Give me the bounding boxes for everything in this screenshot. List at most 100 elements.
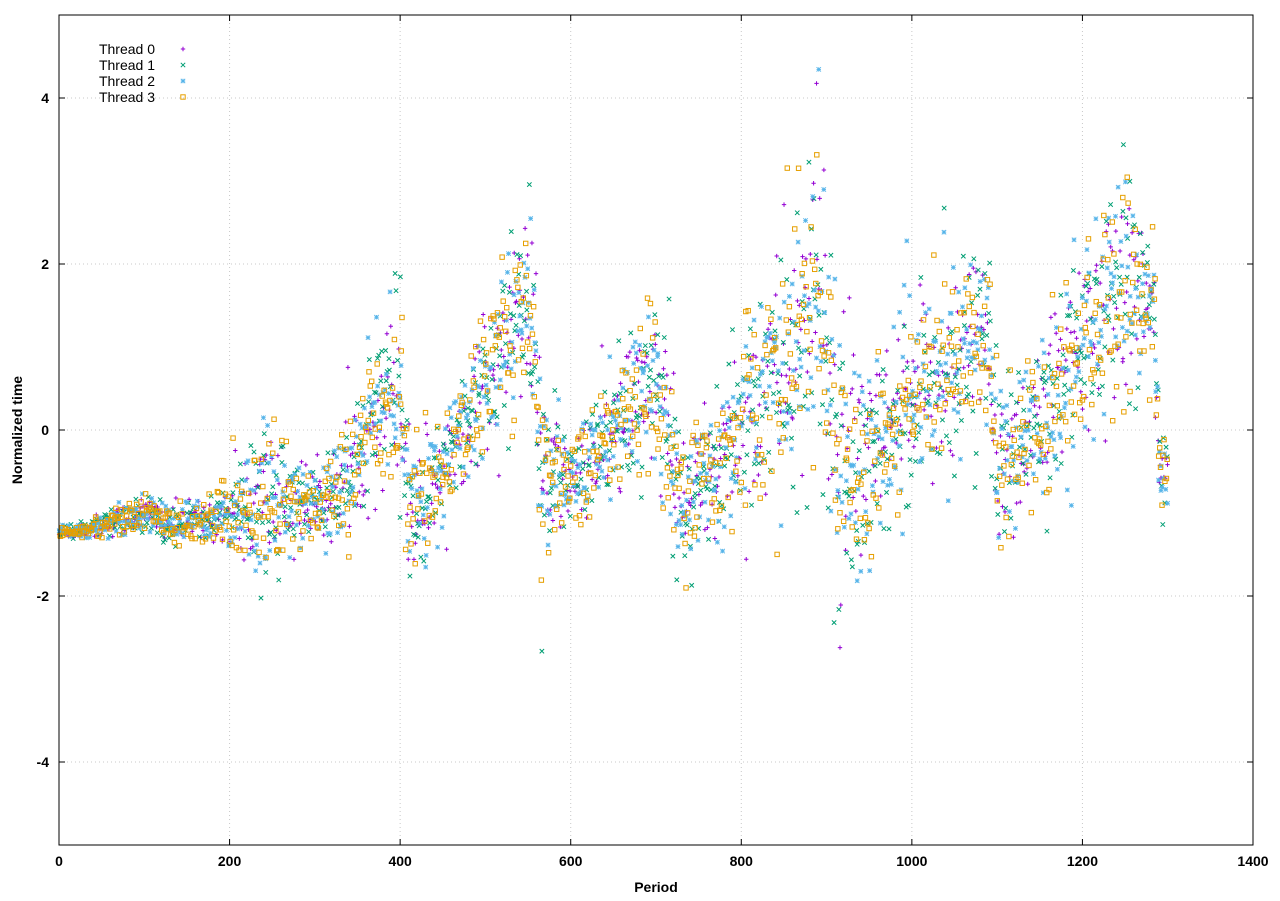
- data-point: [234, 516, 238, 520]
- data-point: [715, 384, 719, 388]
- data-point: [1109, 286, 1113, 290]
- data-point: [463, 452, 467, 456]
- data-point: [140, 530, 144, 534]
- data-point: [945, 352, 949, 356]
- data-point: [743, 400, 747, 404]
- data-point: [693, 479, 697, 483]
- data-point: [981, 343, 985, 347]
- data-point: [509, 317, 513, 321]
- data-point: [979, 314, 983, 318]
- data-point: [901, 355, 905, 359]
- data-point: [1064, 292, 1068, 296]
- data-point: [1058, 337, 1062, 341]
- data-point: [598, 465, 602, 469]
- data-point: [1135, 337, 1139, 341]
- data-point: [912, 445, 916, 449]
- data-point: [458, 446, 462, 450]
- data-point: [855, 528, 859, 532]
- data-point: [1063, 401, 1067, 405]
- data-point: [821, 344, 825, 348]
- data-point: [393, 436, 397, 440]
- data-point: [1134, 308, 1138, 312]
- data-point: [1031, 472, 1035, 476]
- data-point: [556, 438, 560, 442]
- data-point: [1083, 425, 1087, 429]
- data-point: [424, 553, 428, 557]
- data-point: [973, 485, 977, 489]
- data-point: [946, 499, 950, 503]
- data-point: [807, 296, 811, 300]
- data-point: [512, 418, 516, 422]
- data-point: [1147, 294, 1151, 298]
- data-point: [324, 551, 328, 555]
- data-point: [850, 387, 854, 391]
- series-3: [58, 153, 1169, 590]
- data-point: [289, 509, 293, 513]
- data-point: [1009, 393, 1013, 397]
- data-point: [1113, 214, 1117, 218]
- data-point: [766, 306, 770, 310]
- data-point: [213, 516, 217, 520]
- data-point: [1123, 312, 1127, 316]
- data-point: [375, 436, 379, 440]
- data-point: [838, 366, 842, 370]
- data-point: [869, 417, 873, 421]
- data-point: [983, 271, 987, 275]
- data-point: [712, 488, 716, 492]
- data-point: [1059, 293, 1063, 297]
- data-point: [172, 540, 176, 544]
- data-point: [717, 428, 721, 432]
- data-point: [374, 315, 378, 319]
- data-point: [775, 380, 779, 384]
- data-point: [1032, 414, 1036, 418]
- data-point: [1013, 526, 1017, 530]
- data-point: [780, 361, 784, 365]
- data-point: [541, 491, 545, 495]
- data-point: [949, 311, 953, 315]
- data-point: [1007, 509, 1011, 513]
- data-point: [244, 523, 248, 527]
- data-point: [439, 469, 443, 473]
- data-point: [722, 525, 726, 529]
- data-point: [1053, 457, 1057, 461]
- data-point: [346, 533, 350, 537]
- data-point: [805, 370, 809, 374]
- data-point: [367, 370, 371, 374]
- data-point: [848, 391, 852, 395]
- data-point: [856, 487, 860, 491]
- data-point: [1086, 354, 1090, 358]
- data-point: [837, 437, 841, 441]
- data-point: [653, 312, 657, 316]
- data-point: [1076, 354, 1080, 358]
- data-point: [966, 349, 970, 353]
- data-point: [788, 352, 792, 356]
- data-point: [449, 467, 453, 471]
- data-point: [271, 485, 275, 489]
- data-point: [283, 504, 287, 508]
- data-point: [583, 434, 587, 438]
- data-point: [732, 360, 736, 364]
- data-point: [237, 480, 241, 484]
- data-point: [926, 442, 930, 446]
- data-point: [379, 419, 383, 423]
- data-point: [388, 290, 392, 294]
- data-point: [978, 390, 982, 394]
- data-point: [887, 477, 891, 481]
- data-point: [890, 438, 894, 442]
- data-point: [686, 475, 690, 479]
- data-point: [412, 557, 416, 561]
- data-point: [1024, 370, 1028, 374]
- data-point: [859, 475, 863, 479]
- data-point: [1104, 229, 1108, 233]
- data-point: [537, 466, 541, 470]
- data-point: [985, 333, 989, 337]
- data-point: [337, 446, 341, 450]
- data-point: [1040, 376, 1044, 380]
- data-point: [598, 415, 602, 419]
- data-point: [497, 474, 501, 478]
- data-point: [499, 348, 503, 352]
- data-point: [1050, 430, 1054, 434]
- data-point: [469, 354, 473, 358]
